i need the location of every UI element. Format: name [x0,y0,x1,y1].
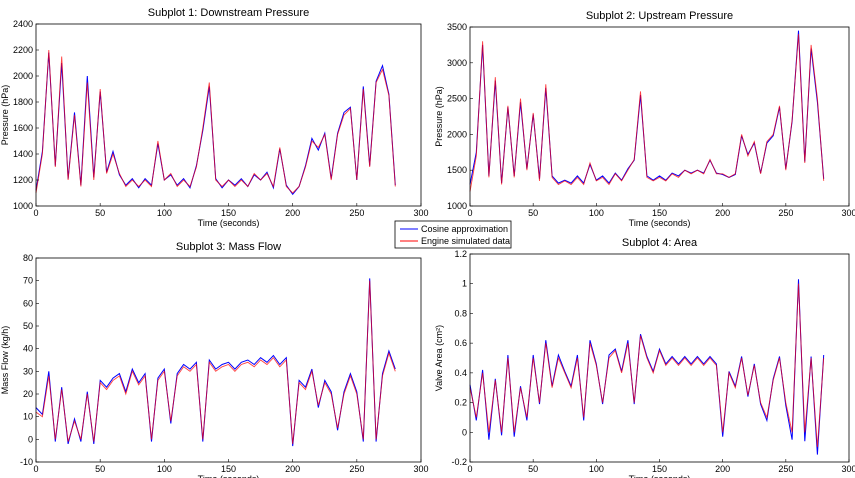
y-tick-label: 1000 [447,201,467,211]
subplot-2: 0 50 100 150 200 250 300 1000 1500 2000 2500 3000 35… [434,10,855,228]
y-tick-label: 0.4 [454,368,467,378]
y-tick-label: 80 [23,253,33,263]
y-tick-label: 1000 [13,201,33,211]
series-line-engine [35,49,396,194]
x-tick-label: 50 [528,208,538,218]
y-tick-label: 2400 [13,19,33,29]
y-tick-label: 0 [462,427,467,437]
subplot-title: Subplot 1: Downstream Pressure [148,7,309,19]
x-axis-label: Time (seconds) [629,474,691,478]
x-tick-label: 200 [285,208,300,218]
plot-area [36,258,421,462]
y-tick-label: 70 [23,276,33,286]
x-tick-label: 0 [467,464,472,474]
y-tick-label: 30 [23,366,33,376]
x-tick-label: 50 [528,464,538,474]
y-tick-label: 20 [23,389,33,399]
series-line-engine [469,283,825,448]
x-axis-label: Time (seconds) [198,474,260,478]
x-tick-label: 200 [285,464,300,474]
y-tick-label: 1.2 [454,249,467,259]
x-tick-label: 100 [157,464,172,474]
legend: Cosine approximation Engine simulated da… [394,220,512,249]
x-tick-label: 300 [841,208,855,218]
y-tick-label: 1200 [13,175,33,185]
y-tick-label: 3000 [447,58,467,68]
y-tick-label: 0 [28,434,33,444]
legend-label-cosine: Cosine approximation [421,224,508,234]
y-tick-label: 40 [23,344,33,354]
y-tick-label: 1400 [13,149,33,159]
y-axis-label: Pressure (hPa) [0,85,10,146]
x-tick-label: 200 [715,464,730,474]
y-tick-label: -0.2 [451,457,467,467]
series-line-engine [469,34,825,192]
x-tick-label: 50 [95,208,105,218]
legend-box [394,220,512,249]
y-tick-label: 10 [23,412,33,422]
x-tick-label: 300 [413,464,428,474]
y-tick-label: 0.2 [454,398,467,408]
x-tick-label: 150 [652,464,667,474]
x-tick-label: 150 [652,208,667,218]
legend-label-engine: Engine simulated data [421,236,510,246]
y-tick-label: -10 [20,457,33,467]
x-axis-label: Time (seconds) [198,218,260,228]
x-tick-label: 150 [221,464,236,474]
subplot-4: 0 50 100 150 200 250 300-0.200.20.40.60.811.2S… [434,237,855,478]
y-tick-label: 1 [462,279,467,289]
y-tick-label: 1500 [447,165,467,175]
x-axis-label: Time (seconds) [629,218,691,228]
y-axis-label: Mass Flow (kg/h) [0,326,10,395]
x-tick-label: 0 [33,208,38,218]
x-tick-label: 250 [778,208,793,218]
x-tick-label: 200 [715,208,730,218]
x-tick-label: 100 [589,208,604,218]
x-tick-label: 50 [95,464,105,474]
y-tick-label: 2200 [13,45,33,55]
x-tick-label: 100 [157,208,172,218]
x-tick-label: 300 [841,464,855,474]
y-tick-label: 2500 [447,94,467,104]
y-tick-label: 50 [23,321,33,331]
x-tick-label: 250 [349,208,364,218]
y-axis-label: Valve Area (cm²) [434,325,444,391]
subplot-3: 0 50 100 150 200 250 300-1001020304050607080Su… [0,241,429,478]
y-tick-label: 60 [23,298,33,308]
y-axis-label: Pressure (hPa) [434,86,444,147]
subplot-1: 0 50 100 150 200 250 300 1000 1200 1400 1600 1800 20… [0,7,429,228]
subplot-title: Subplot 3: Mass Flow [176,241,281,253]
series-line-engine [35,280,396,444]
y-tick-label: 1800 [13,97,33,107]
y-tick-label: 0.6 [454,338,467,348]
y-tick-label: 2000 [447,129,467,139]
x-tick-label: 250 [349,464,364,474]
x-tick-label: 100 [589,464,604,474]
y-tick-label: 1600 [13,123,33,133]
y-tick-label: 2000 [13,71,33,81]
subplot-title: Subplot 2: Upstream Pressure [586,10,733,22]
x-tick-label: 0 [33,464,38,474]
subplot-title: Subplot 4: Area [622,237,698,249]
y-tick-label: 0.8 [454,308,467,318]
y-tick-label: 3500 [447,22,467,32]
x-tick-label: 0 [467,208,472,218]
x-tick-label: 250 [778,464,793,474]
x-tick-label: 150 [221,208,236,218]
x-tick-label: 300 [413,208,428,218]
